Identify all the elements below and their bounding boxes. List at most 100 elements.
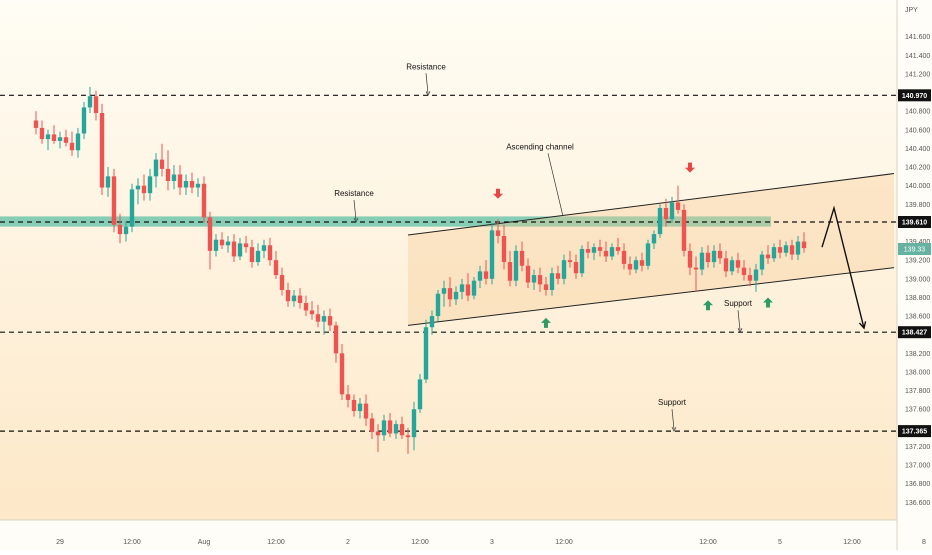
candle-body	[375, 431, 381, 436]
y-tick-label: 140.600	[905, 127, 930, 134]
candle-body	[615, 247, 621, 251]
candle-body	[33, 120, 39, 128]
candle-body	[357, 403, 363, 412]
x-tick-label: 5	[778, 539, 782, 546]
candle-body	[705, 252, 711, 263]
candle-body	[777, 247, 783, 253]
current-price-tag	[898, 243, 931, 256]
annotation-pointer-head	[425, 91, 431, 97]
candle-body	[87, 96, 93, 108]
y-tick-label: 139.200	[905, 258, 930, 265]
arrow-down-icon	[685, 162, 695, 173]
level-price-tag	[898, 425, 931, 438]
y-tick-label: 136.800	[905, 481, 930, 488]
channel-lower-line	[407, 267, 895, 326]
level-price-label: 140.970	[902, 93, 927, 100]
candle-body	[747, 275, 753, 281]
candle-body	[267, 245, 273, 261]
y-tick-label: 141.200	[905, 71, 930, 78]
candle-body	[585, 249, 591, 253]
y-tick-label: 140.800	[905, 109, 930, 116]
annotation-pointer	[671, 409, 675, 430]
candle-body	[99, 113, 105, 188]
x-tick-label: 12:00	[267, 539, 285, 546]
candle-body	[183, 181, 189, 188]
candle-body	[549, 273, 555, 290]
candle-body	[765, 254, 771, 259]
candle-body	[141, 185, 147, 194]
candle-body	[429, 316, 435, 328]
x-tick-label: 12:00	[411, 539, 429, 546]
candle-body	[759, 254, 765, 270]
candle-body	[81, 107, 87, 134]
annotation-pointer	[353, 199, 357, 221]
candle-body	[69, 142, 75, 151]
candle-body	[309, 310, 315, 315]
candle-body	[123, 226, 129, 235]
candle-body	[75, 133, 81, 151]
candle-body	[405, 435, 411, 438]
candle-body	[57, 137, 63, 141]
projection-arrowhead	[858, 321, 867, 330]
candle-body	[687, 250, 693, 268]
candle-body	[771, 247, 777, 259]
candle-body	[441, 288, 447, 294]
candle-body	[117, 224, 123, 235]
annotation-pointer	[737, 310, 741, 331]
candle-body	[171, 174, 177, 182]
candle-body	[603, 250, 609, 257]
candle-body	[561, 260, 567, 279]
candle-body	[39, 127, 45, 140]
candle-body	[321, 316, 327, 322]
x-tick-label: 2	[346, 539, 350, 546]
y-tick-label: 139.800	[905, 202, 930, 209]
candle-body	[417, 379, 423, 410]
candle-body	[129, 189, 135, 227]
y-tick-label: 137.200	[905, 444, 930, 451]
candle-body	[249, 247, 255, 263]
candle-body	[423, 327, 429, 380]
candle-body	[213, 239, 219, 251]
candle-body	[435, 293, 441, 317]
annotation-pointer-head	[737, 328, 743, 333]
candle-body	[657, 208, 663, 235]
candle-body	[609, 247, 615, 257]
candle-body	[153, 159, 159, 177]
x-tick-label: 12:00	[123, 539, 141, 546]
candle-body	[411, 409, 417, 438]
candle-body	[501, 235, 507, 263]
y-tick-label: 137.000	[905, 463, 930, 470]
level-price-tag	[898, 326, 931, 339]
x-tick-label: 12:00	[555, 539, 573, 546]
candle-body	[381, 420, 387, 436]
candle-body	[675, 202, 681, 210]
candle-body	[573, 262, 579, 274]
candle-body	[717, 250, 723, 259]
candle-body	[333, 325, 339, 354]
candle-body	[543, 284, 549, 290]
arrow-up-icon	[541, 317, 551, 328]
candle-body	[351, 399, 357, 412]
candle-body	[483, 271, 489, 279]
candle-body	[195, 183, 201, 188]
candle-body	[93, 96, 99, 114]
x-tick-label: 29	[56, 539, 64, 546]
level-price-label: 139.610	[902, 219, 927, 226]
candle-body	[219, 239, 225, 246]
candle-body	[723, 258, 729, 272]
candle-body	[489, 230, 495, 279]
candle-body	[285, 289, 291, 302]
x-tick-label: 12:00	[699, 539, 717, 546]
candle-body	[45, 134, 51, 140]
candle-body	[159, 159, 165, 169]
candle-body	[51, 134, 57, 141]
y-tick-label: 139.400	[905, 239, 930, 246]
candle-body	[795, 241, 801, 255]
projection-path	[821, 205, 865, 329]
level-label: Support	[724, 299, 753, 308]
y-tick-label: 138.600	[905, 314, 930, 321]
candle-body	[471, 280, 477, 296]
candle-body	[189, 181, 195, 188]
candle-body	[789, 245, 795, 255]
